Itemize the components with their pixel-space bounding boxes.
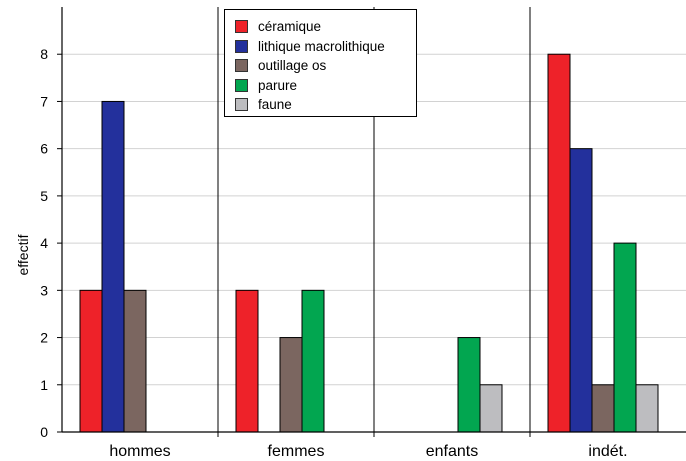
axes [57,7,686,433]
bar-céramique-femmes [235,289,259,433]
bar-parure-enfants [457,337,481,433]
legend-swatch [235,78,248,92]
bar-outillage-os-hommes [123,289,147,433]
x-category-label: femmes [268,443,325,460]
bar-céramique-hommes [79,289,103,433]
x-category-label: indét. [588,443,627,460]
y-tick-label: 6 [40,141,48,157]
y-tick-labels: 0 1 2 3 4 5 6 7 8 [40,46,48,440]
bar-lithique-macrolithique-hommes [101,100,125,433]
bar-lithique-macrolithique-indét. [569,148,593,433]
x-category-labels: hommes femmes enfants indét. [109,443,627,460]
bar-faune-enfants [479,384,503,433]
y-tick-label: 7 [40,93,48,109]
x-category-label: enfants [426,443,478,460]
legend-label: parure [258,77,298,93]
bar-parure-femmes [301,289,325,433]
y-tick-label: 1 [40,377,48,393]
legend-label: faune [258,97,292,113]
legend-swatch [235,20,248,34]
legend-swatch [235,39,248,53]
bar-faune-indét. [635,384,659,433]
y-tick-label: 4 [40,235,48,251]
y-tick-label: 2 [40,330,48,346]
legend-item: faune [225,95,416,115]
y-tick-label: 5 [40,188,48,204]
y-axis-label: effectif [15,234,31,275]
y-tick-label: 0 [40,424,48,440]
legend-item: lithique macrolithique [225,37,416,57]
bar-céramique-indét. [547,53,571,433]
legend-item: céramique [225,17,416,37]
bar-parure-indét. [613,242,637,433]
legend: céramique lithique macrolithique outillage… [224,9,417,117]
bar-outillage-os-femmes [279,337,303,433]
legend-item: parure [225,76,416,96]
legend-label: outillage os [258,58,327,74]
y-tick-label: 3 [40,282,48,298]
y-tick-label: 8 [40,46,48,62]
bar-outillage-os-indét. [591,384,615,433]
legend-label: céramique [258,19,322,35]
legend-item: outillage os [225,56,416,76]
legend-swatch [235,59,248,73]
legend-swatch [235,98,248,112]
x-category-label: hommes [109,443,170,460]
legend-label: lithique macrolithique [258,38,385,54]
